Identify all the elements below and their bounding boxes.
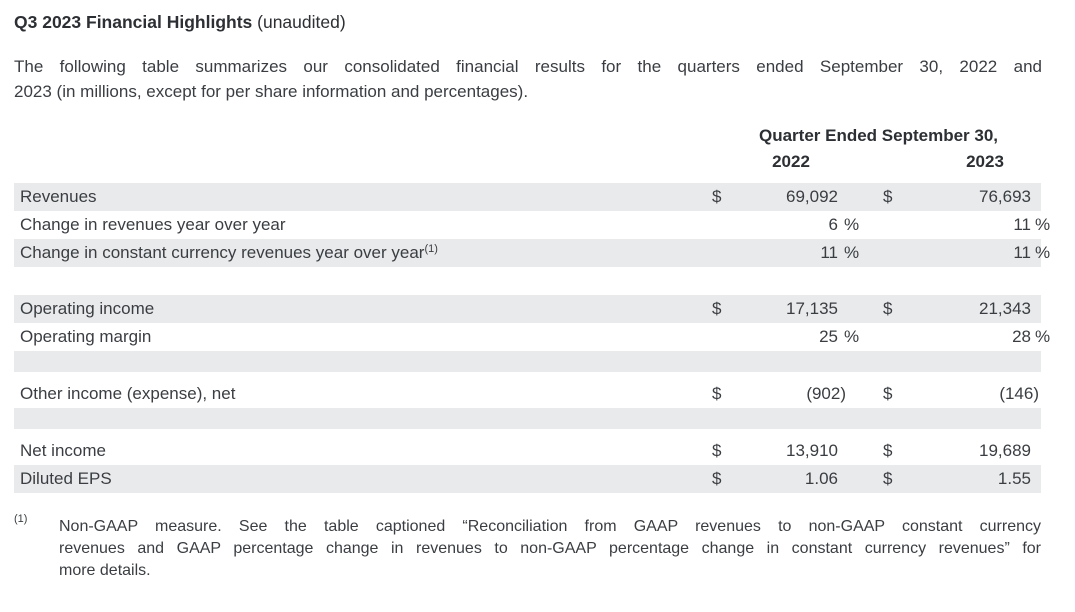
value-2022-text: (902): [806, 384, 846, 403]
table-row: Revenues $69,092 $76,693: [14, 183, 1041, 211]
table-spacer-row: [14, 267, 1041, 295]
table-spacer-row: [14, 351, 1041, 372]
value-2022-text: 69,092: [786, 187, 838, 206]
dollar-sign-2022: $: [712, 384, 722, 403]
footnote-line: more details.: [59, 562, 151, 579]
value-2023-text: 11: [1013, 243, 1031, 262]
dollar-sign-2023: $: [883, 187, 893, 206]
intro-line: The following table summarizes our conso…: [14, 57, 1042, 76]
value-2023-text: 76,693: [979, 187, 1031, 206]
value-2022-text: 11: [820, 243, 838, 262]
footnote-line: revenues and GAAP percentage change in r…: [59, 540, 1041, 557]
footnote-reference: (1): [424, 243, 438, 255]
financial-table: Revenues $69,092 $76,693 Change in revenues…: [14, 183, 1050, 493]
table-row: Net income $13,910 $19,689: [14, 437, 1041, 465]
dollar-sign-2023: $: [883, 441, 893, 460]
dollar-sign-2022: $: [712, 187, 722, 206]
value-2023-text: 11: [1013, 215, 1031, 234]
value-2022-text: 6: [828, 215, 838, 234]
row-label: Operating income: [20, 299, 155, 318]
value-2022-text: 17,135: [786, 299, 838, 318]
value-2023: 19,689: [902, 441, 1031, 461]
table-period-header: Quarter Ended September 30,: [758, 126, 999, 145]
page-title-bold: Q3 2023 Financial Highlights: [14, 12, 253, 32]
value-2023: 76,693: [902, 187, 1031, 207]
dollar-sign-2023: $: [883, 469, 893, 488]
row-label: Revenues: [20, 187, 97, 206]
dollar-sign-2022: $: [712, 299, 722, 318]
footnote-marker: (1): [14, 513, 28, 525]
table-row: Diluted EPS $1.06 $1.55: [14, 465, 1041, 493]
table-spacer-row: [14, 429, 1041, 437]
table-row: Change in constant currency revenues yea…: [14, 239, 1050, 267]
row-label: Other income (expense), net: [20, 384, 236, 403]
column-header-2023: 2023: [966, 152, 1004, 171]
row-label: Net income: [20, 441, 106, 460]
value-2022: 17,135: [730, 299, 838, 319]
dollar-sign-2023: $: [883, 384, 893, 403]
table-spacer-row: [14, 372, 1041, 380]
dollar-sign-2022: $: [712, 469, 722, 488]
value-2022-text: 25: [819, 327, 838, 346]
table-row: Operating margin 25% 28%: [14, 323, 1050, 351]
percent-sign-2023: %: [1035, 215, 1051, 234]
value-2022: 6: [730, 215, 838, 235]
value-2023: 1.55: [902, 469, 1031, 489]
percent-sign-2023: %: [1035, 243, 1051, 262]
row-label: Diluted EPS: [20, 469, 112, 488]
dollar-sign-2022: $: [712, 441, 722, 460]
table-row: Operating income $17,135 $21,343: [14, 295, 1041, 323]
intro-line: 2023 (in millions, except for per share …: [14, 82, 529, 101]
footnote: Non-GAAP measure. See the table captione…: [59, 516, 1041, 582]
value-2023: 11: [902, 243, 1031, 263]
table-row: Change in revenues year over year 6% 11%: [14, 211, 1050, 239]
row-label: Change in constant currency revenues yea…: [20, 243, 438, 262]
value-2022: 13,910: [730, 441, 838, 461]
value-2022-text: 1.06: [804, 469, 838, 488]
value-2022-text: 13,910: [786, 441, 838, 460]
table-row: Other income (expense), net $ (902) $ (146): [14, 380, 1041, 408]
value-2023: 21,343: [902, 299, 1031, 319]
value-2023: 28: [902, 327, 1031, 347]
value-2022: (902): [730, 384, 846, 404]
value-2023-text: 1.55: [997, 469, 1031, 488]
value-2023-text: 21,343: [979, 299, 1031, 318]
dollar-sign-2023: $: [883, 299, 893, 318]
percent-sign-2022: %: [844, 243, 860, 262]
value-2022: 69,092: [730, 187, 838, 207]
value-2022: 1.06: [730, 469, 838, 489]
value-2023: 11: [902, 215, 1031, 235]
row-label: Change in revenues year over year: [20, 215, 286, 234]
value-2023-text: 19,689: [979, 441, 1031, 460]
intro-paragraph: The following table summarizes our conso…: [14, 54, 1042, 104]
page-title: Q3 2023 Financial Highlights (unaudited): [14, 12, 346, 33]
value-2023: (146): [902, 384, 1039, 404]
percent-sign-2023: %: [1035, 327, 1051, 346]
value-2023-text: 28: [1012, 327, 1031, 346]
page-title-suffix: (unaudited): [252, 12, 346, 32]
column-header-2022: 2022: [772, 152, 810, 171]
value-2022: 25: [730, 327, 838, 347]
value-2022: 11: [730, 243, 838, 263]
percent-sign-2022: %: [844, 327, 860, 346]
value-2023-text: (146): [999, 384, 1039, 403]
table-spacer-row: [14, 408, 1041, 429]
row-label: Operating margin: [20, 327, 152, 346]
footnote-line: Non-GAAP measure. See the table captione…: [59, 518, 1041, 535]
percent-sign-2022: %: [844, 215, 860, 234]
